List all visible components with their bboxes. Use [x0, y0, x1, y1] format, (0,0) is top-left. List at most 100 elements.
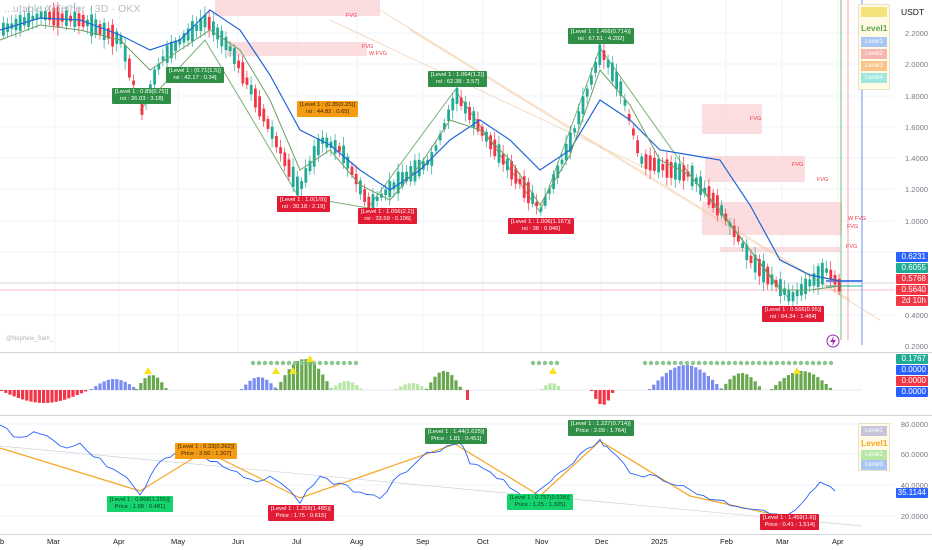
x-axis-label: Dec: [595, 537, 609, 546]
fvg-label: FVG: [362, 44, 374, 50]
signal-dot: [696, 360, 702, 366]
candle-body: [707, 186, 711, 205]
countdown-tag: 2d 10h: [896, 296, 928, 306]
candle-body: [325, 137, 329, 148]
histogram-bar: [16, 390, 20, 398]
candle-body: [825, 268, 828, 273]
histogram-bar: [71, 390, 75, 397]
candle-body: [384, 189, 387, 196]
candle-body: [304, 168, 308, 183]
candle-body: [539, 207, 543, 212]
candle-body: [837, 278, 841, 292]
price-axis-label: 1.0000: [905, 217, 928, 226]
candle-body: [375, 196, 379, 201]
histogram-bar: [147, 375, 151, 390]
rsi-chart[interactable]: [0, 416, 895, 534]
histogram-bar: [98, 383, 102, 390]
histogram-bar: [127, 384, 131, 390]
candle-body: [821, 262, 824, 285]
histogram-bar: [681, 365, 685, 390]
signal-dot: [684, 360, 690, 366]
histogram-bar: [4, 390, 8, 393]
candle-body: [791, 292, 795, 302]
candle-body: [275, 135, 278, 148]
histogram-bar: [782, 377, 786, 390]
candle-body: [128, 58, 131, 78]
candle-body: [165, 45, 169, 63]
histogram-bar: [338, 382, 342, 390]
rsi-axis-label: 60.0000: [900, 450, 928, 459]
signal-dot: [768, 360, 774, 366]
rsi-legend-level3: Level3: [861, 460, 887, 470]
rsi-tag: 35.1144: [896, 488, 928, 498]
candle-body: [359, 180, 362, 195]
candle-body: [648, 155, 652, 171]
candle-body: [690, 165, 694, 187]
histogram-bar: [598, 390, 602, 405]
price-axis-label: 1.4000: [905, 154, 928, 163]
candle-body: [161, 56, 165, 61]
candle-body: [783, 288, 786, 295]
candle-body: [396, 171, 400, 194]
histogram-bar: [660, 376, 664, 390]
candle-body: [472, 111, 476, 128]
signal-dot: [804, 360, 810, 366]
candle-body: [317, 138, 320, 156]
histogram-bar: [715, 384, 719, 390]
candle-body: [451, 98, 455, 111]
currency-label: USDT: [901, 7, 925, 17]
lightning-icon[interactable]: [826, 334, 840, 348]
histogram-bar: [652, 384, 656, 390]
signal-dot: [762, 360, 768, 366]
histogram-bar: [308, 360, 312, 390]
candle-body: [829, 269, 833, 280]
histogram-bar: [244, 384, 248, 390]
candle-body: [367, 196, 371, 211]
pivot-annotation: [Level 1 : 1.064(1.2)] rsi : 62.38 : 3.57…: [428, 71, 488, 87]
histogram-bar: [749, 377, 753, 390]
candle-body: [804, 278, 807, 294]
histogram-bar: [67, 390, 71, 399]
histogram-bar: [325, 381, 329, 390]
histogram-bar: [736, 373, 740, 390]
candle-body: [296, 176, 299, 196]
signal-dot: [250, 360, 256, 366]
candle-body: [132, 80, 135, 85]
x-axis-label: Nov: [535, 537, 549, 546]
signal-dot: [738, 360, 744, 366]
signal-dot: [554, 360, 560, 366]
histogram-bar: [42, 390, 46, 403]
candle-body: [321, 137, 324, 144]
signal-dot: [299, 360, 305, 366]
candle-body: [632, 128, 635, 136]
candle-body: [270, 126, 274, 139]
signal-dot: [822, 360, 828, 366]
signal-dot: [542, 360, 548, 366]
histogram-bar: [115, 379, 119, 390]
histogram-bar: [458, 386, 462, 390]
momentum-histogram[interactable]: [0, 353, 895, 415]
candle-body: [573, 128, 576, 133]
histogram-bar: [63, 390, 67, 400]
candle-body: [464, 101, 467, 114]
candle-body: [497, 144, 501, 163]
fvg-label: FVG: [817, 177, 829, 183]
histogram-bar: [330, 389, 334, 390]
histogram-bar: [269, 383, 273, 390]
candle-body: [254, 88, 257, 108]
signal-dot: [828, 360, 834, 366]
signal-dot: [286, 360, 292, 366]
histogram-bar: [812, 374, 816, 390]
histogram-bar: [33, 390, 37, 403]
histogram-bar: [143, 378, 147, 390]
histogram-bar: [102, 381, 106, 390]
histogram-bar: [346, 381, 350, 390]
price-chart[interactable]: [0, 0, 895, 352]
candle-body: [753, 254, 757, 273]
x-axis-label: Oct: [477, 537, 489, 546]
candle-body: [392, 182, 396, 190]
pivot-annotation: [Level 1 : 1.0(1/9)] rsi : 30.18 : 2.19]: [277, 196, 330, 212]
histogram-bar: [611, 390, 615, 393]
candle-body: [699, 176, 702, 195]
candle-body: [262, 108, 266, 122]
